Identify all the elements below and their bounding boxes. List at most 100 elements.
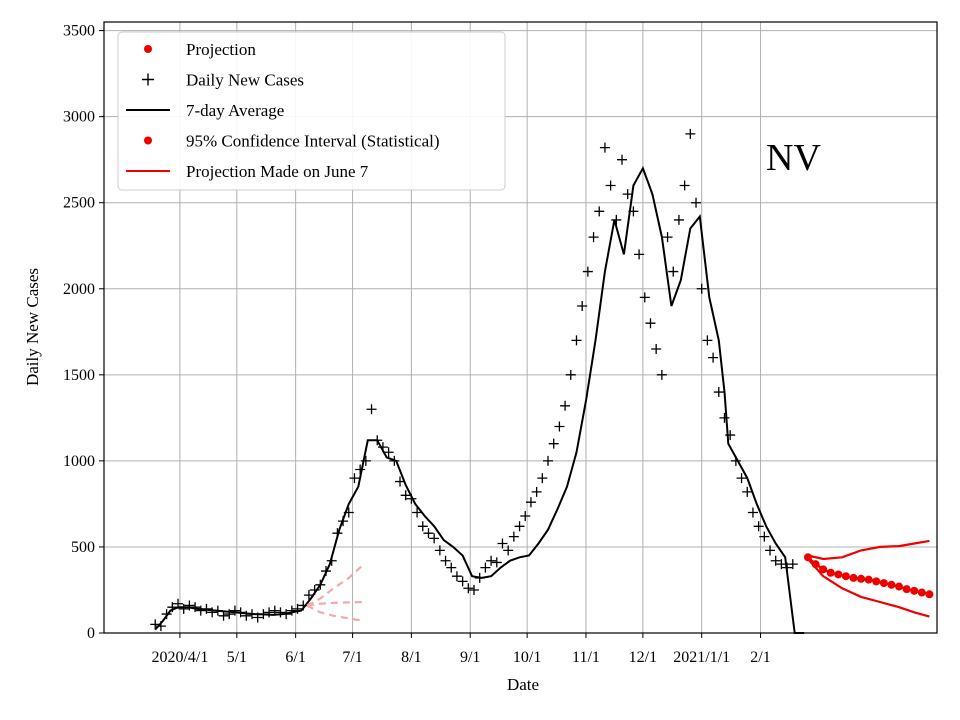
daily-case-marker bbox=[178, 603, 189, 614]
y-tick-label: 3000 bbox=[63, 109, 95, 126]
daily-case-marker bbox=[241, 610, 252, 621]
daily-case-marker bbox=[247, 609, 258, 620]
daily-case-marker bbox=[377, 442, 388, 453]
x-tick-label: 12/1 bbox=[629, 649, 657, 666]
projection-point bbox=[826, 568, 835, 577]
daily-case-marker bbox=[269, 605, 280, 616]
daily-case-marker bbox=[417, 521, 428, 532]
legend-label: Projection bbox=[186, 40, 256, 59]
y-tick-label: 2000 bbox=[63, 281, 95, 298]
daily-case-marker bbox=[560, 400, 571, 411]
daily-case-marker bbox=[303, 590, 314, 601]
june7-projection-line bbox=[306, 604, 365, 623]
daily-case-marker bbox=[531, 486, 542, 497]
daily-case-marker bbox=[429, 533, 440, 544]
daily-case-marker bbox=[463, 583, 474, 594]
daily-case-marker bbox=[742, 486, 753, 497]
legend-dot-marker bbox=[144, 136, 152, 145]
state-annotation: NV bbox=[766, 137, 821, 179]
daily-case-marker bbox=[503, 545, 514, 556]
daily-case-marker bbox=[383, 447, 394, 458]
y-tick-label: 0 bbox=[87, 625, 95, 642]
daily-case-marker bbox=[235, 607, 246, 618]
projection-point bbox=[872, 577, 881, 586]
daily-case-marker bbox=[389, 455, 400, 466]
daily-case-marker bbox=[702, 335, 713, 346]
daily-case-marker bbox=[372, 435, 383, 446]
daily-case-marker bbox=[508, 531, 519, 542]
daily-case-marker bbox=[543, 455, 554, 466]
confidence-interval-line bbox=[807, 558, 930, 618]
daily-case-marker bbox=[446, 562, 457, 573]
daily-case-marker bbox=[565, 369, 576, 380]
daily-case-marker bbox=[577, 300, 588, 311]
y-axis-label: Daily New Cases bbox=[23, 268, 42, 386]
daily-case-marker bbox=[155, 621, 166, 632]
axis-ticks: 0 500 1000 1500 2000 2500 3000 3500 2020/4/1 5/1 6… bbox=[63, 23, 771, 666]
daily-case-marker bbox=[486, 555, 497, 566]
daily-case-marker bbox=[713, 387, 724, 398]
daily-case-marker bbox=[395, 476, 406, 487]
daily-case-marker bbox=[605, 180, 616, 191]
daily-case-marker bbox=[258, 609, 269, 620]
daily-case-marker bbox=[708, 352, 719, 363]
daily-case-marker bbox=[537, 473, 548, 484]
daily-case-marker bbox=[201, 603, 212, 614]
series-layer bbox=[150, 128, 934, 634]
legend-entry: 7-day Average bbox=[126, 101, 284, 120]
confidence-interval-line bbox=[807, 539, 930, 561]
plot-frame bbox=[103, 21, 938, 634]
daily-case-marker bbox=[400, 490, 411, 501]
daily-case-marker bbox=[355, 464, 366, 475]
daily-case-marker bbox=[679, 180, 690, 191]
daily-case-marker bbox=[588, 232, 599, 243]
daily-case-marker bbox=[366, 404, 377, 415]
daily-case-marker bbox=[548, 438, 559, 449]
projection-point bbox=[895, 582, 904, 591]
daily-case-marker bbox=[696, 283, 707, 294]
daily-case-marker bbox=[520, 510, 531, 521]
daily-case-marker bbox=[525, 497, 536, 508]
daily-case-marker bbox=[434, 545, 445, 556]
daily-case-marker bbox=[321, 566, 332, 577]
y-tick-label: 500 bbox=[71, 539, 95, 556]
daily-case-marker bbox=[264, 607, 275, 618]
legend-entry: 95% Confidence Interval (Statistical) bbox=[144, 132, 440, 151]
june7-projection-line bbox=[306, 600, 365, 607]
daily-case-marker bbox=[668, 266, 679, 277]
x-tick-label: 7/1 bbox=[342, 649, 362, 666]
daily-case-marker bbox=[491, 557, 502, 568]
daily-case-marker bbox=[782, 562, 793, 573]
daily-case-marker bbox=[474, 572, 485, 583]
projection-point bbox=[857, 574, 866, 583]
daily-case-marker bbox=[440, 555, 451, 566]
legend-label: 95% Confidence Interval (Statistical) bbox=[186, 132, 440, 151]
daily-case-marker bbox=[292, 603, 303, 614]
x-tick-label: 11/1 bbox=[572, 649, 600, 666]
x-axis-label: Date bbox=[507, 675, 539, 694]
daily-case-marker bbox=[298, 600, 309, 611]
legend-label: Projection Made on June 7 bbox=[186, 162, 369, 181]
daily-case-marker bbox=[338, 516, 349, 527]
daily-case-marker bbox=[639, 292, 650, 303]
daily-case-marker bbox=[469, 584, 480, 595]
daily-case-marker bbox=[753, 521, 764, 532]
daily-case-marker bbox=[514, 521, 525, 532]
daily-case-marker bbox=[776, 559, 787, 570]
daily-case-marker bbox=[286, 605, 297, 616]
legend-label: 7-day Average bbox=[186, 101, 284, 120]
daily-case-marker bbox=[281, 609, 292, 620]
daily-case-marker bbox=[617, 154, 628, 165]
y-tick-label: 2500 bbox=[63, 195, 95, 212]
daily-case-marker bbox=[207, 607, 218, 618]
daily-case-marker bbox=[190, 602, 201, 613]
legend-plus-marker bbox=[142, 73, 154, 86]
daily-case-marker bbox=[480, 562, 491, 573]
daily-case-marker bbox=[673, 214, 684, 225]
projection-point bbox=[841, 572, 850, 581]
legend-label: Daily New Cases bbox=[186, 71, 304, 90]
x-tick-label: 9/1 bbox=[460, 649, 480, 666]
daily-case-marker bbox=[691, 197, 702, 208]
y-tick-label: 3500 bbox=[63, 23, 95, 40]
daily-case-marker bbox=[725, 430, 736, 441]
